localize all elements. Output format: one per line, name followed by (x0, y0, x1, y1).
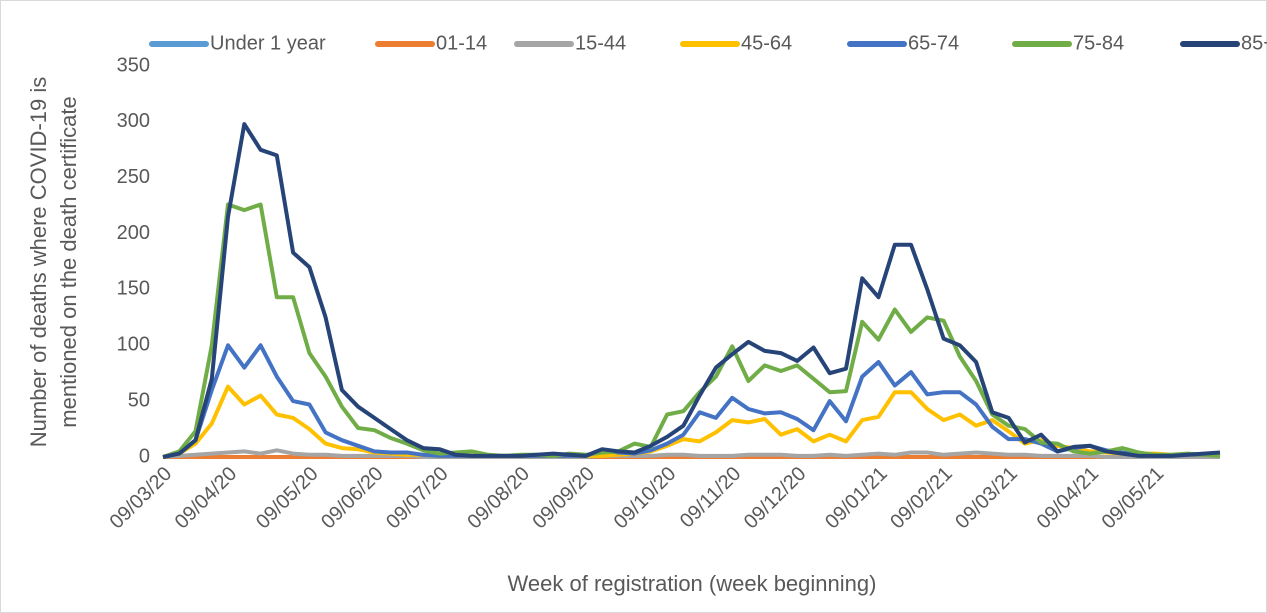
y-tick-label: 150 (117, 278, 150, 300)
y-axis-title: Number of deaths where COVID-19 is (26, 77, 51, 448)
legend-label: 01-14 (436, 32, 487, 54)
y-tick-label: 0 (139, 445, 150, 467)
series-line (162, 448, 1220, 459)
legend-label: 65-74 (908, 32, 959, 54)
y-tick-label: 200 (117, 222, 150, 244)
series-line (162, 343, 1221, 459)
y-tick-label: 300 (117, 110, 150, 132)
legend-label: 15-44 (575, 32, 626, 54)
y-tick-label: 50 (128, 389, 150, 411)
legend-label: 85+ (1241, 32, 1267, 54)
y-tick-label: 100 (117, 334, 150, 356)
x-axis-title: Week of registration (week beginning) (508, 571, 877, 596)
series-line (162, 122, 1221, 459)
legend-label: Under 1 year (210, 32, 326, 54)
y-axis-title: mentioned on the death certificate (56, 96, 81, 427)
legend-label: 75-84 (1073, 32, 1124, 54)
y-tick-label: 250 (117, 166, 150, 188)
legend-label: 45-64 (741, 32, 792, 54)
y-tick-label: 350 (117, 54, 150, 76)
series-line (162, 202, 1221, 459)
